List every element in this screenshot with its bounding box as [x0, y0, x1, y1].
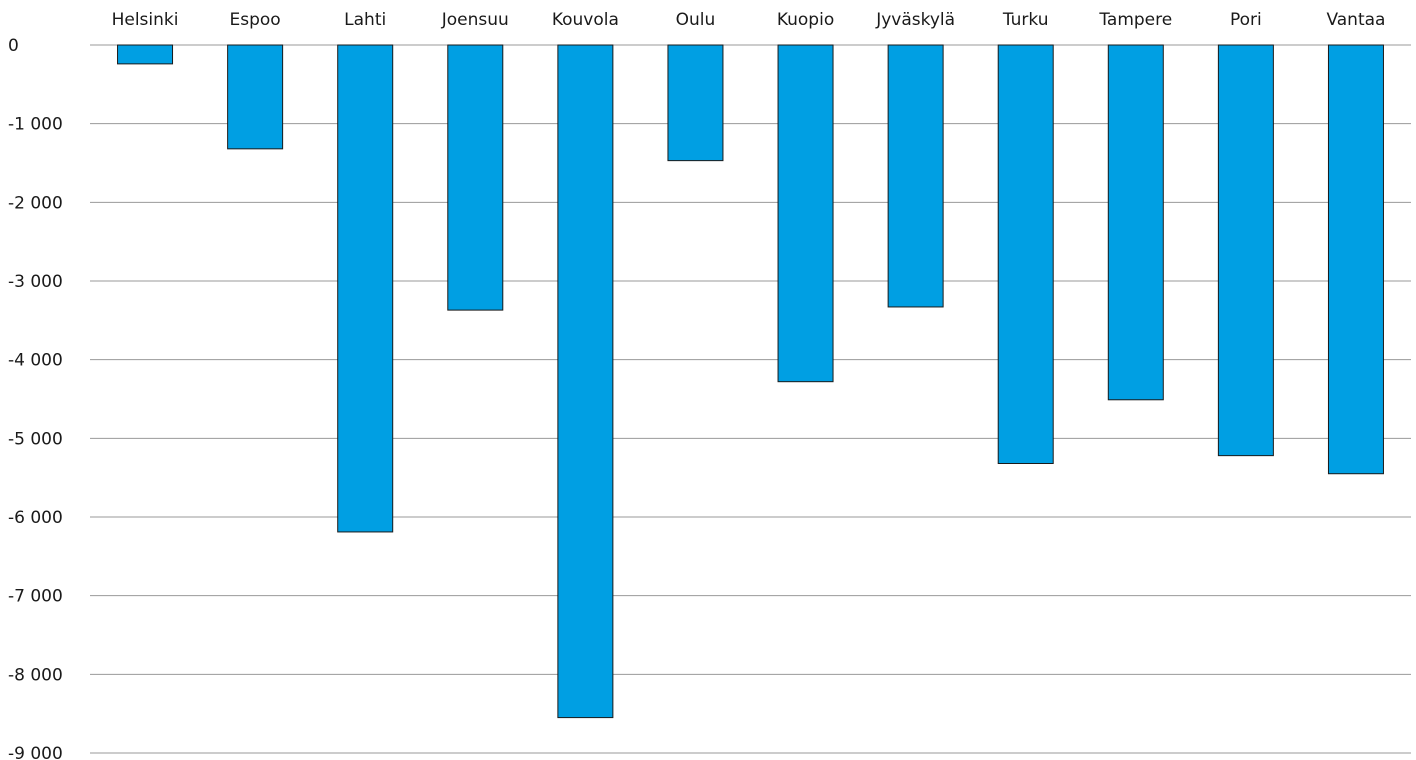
bar	[117, 44, 174, 65]
bar	[667, 44, 724, 162]
category-label: Turku	[1002, 10, 1049, 30]
y-tick-label: -7 000	[8, 587, 63, 607]
bar	[997, 44, 1054, 465]
bar	[1107, 44, 1164, 401]
category-label: Kuopio	[777, 10, 834, 30]
y-tick-label: -9 000	[8, 744, 63, 760]
category-label: Espoo	[230, 10, 281, 30]
category-labels: Helsinki Espoo Lahti Joensuu Kouvola Oulu Kuop…	[112, 10, 1386, 30]
category-label: Jyväskylä	[875, 10, 955, 30]
bar	[447, 44, 504, 311]
category-label: Helsinki	[112, 10, 179, 30]
y-tick-label: -5 000	[8, 429, 63, 449]
gridlines	[90, 44, 1411, 754]
bar	[887, 44, 944, 308]
y-tick-label: -4 000	[8, 351, 63, 371]
y-tick-label: 0	[8, 36, 19, 56]
category-label: Tampere	[1098, 10, 1172, 30]
category-label: Lahti	[344, 10, 386, 30]
category-label: Pori	[1230, 10, 1262, 30]
y-tick-label: -2 000	[8, 193, 63, 213]
bar	[227, 44, 284, 150]
y-tick-label: -1 000	[8, 115, 63, 135]
category-label: Oulu	[676, 10, 716, 30]
category-label: Vantaa	[1326, 10, 1385, 30]
bar	[1327, 44, 1384, 475]
bar	[777, 44, 834, 383]
y-tick-label: -3 000	[8, 272, 63, 292]
y-axis-tick-labels: 0 -1 000 -2 000 -3 000 -4 000 -5 000 -6 000 -7 …	[8, 36, 63, 760]
y-tick-label: -6 000	[8, 508, 63, 528]
y-tick-label: -8 000	[8, 665, 63, 685]
bars	[117, 44, 1384, 719]
bar	[557, 44, 614, 719]
category-label: Kouvola	[552, 10, 619, 30]
bar	[1217, 44, 1274, 457]
category-label: Joensuu	[441, 10, 509, 30]
bar	[337, 44, 394, 533]
